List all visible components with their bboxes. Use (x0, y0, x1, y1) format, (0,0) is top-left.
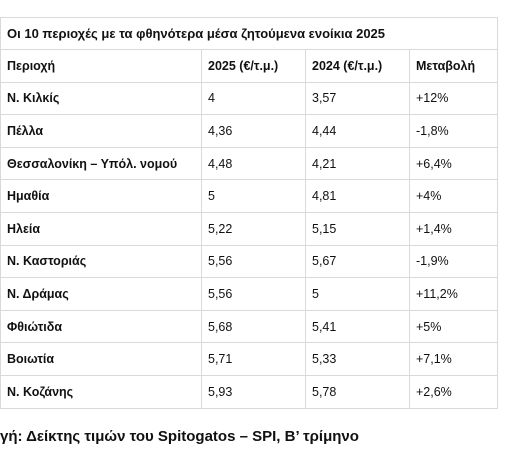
cell-region: Θεσσαλονίκη – Υπόλ. νομού (0, 146, 202, 181)
cell-change: +7,1% (408, 342, 499, 376)
header-region: Περιοχή (0, 49, 202, 83)
cell-region: Ν. Κιλκίς (0, 81, 202, 116)
cell-change: +11,2% (408, 277, 499, 311)
cell-2025: 4 (201, 81, 306, 116)
cell-2025: 5,68 (201, 309, 306, 344)
table-row: Πέλλα 4,36 4,44 -1,8% (0, 114, 499, 148)
cell-2025: 5 (201, 179, 306, 213)
cell-2024: 5,33 (305, 342, 410, 376)
cell-region: Ν. Καστοριάς (0, 244, 202, 279)
cell-2025: 5,71 (201, 342, 306, 376)
cell-change: +4% (408, 179, 499, 213)
cell-2025: 5,56 (201, 244, 306, 279)
cell-2025: 4,48 (201, 146, 306, 181)
table-row: Θεσσαλονίκη – Υπόλ. νομού 4,48 4,21 +6,4% (0, 146, 499, 181)
cell-2024: 5 (305, 277, 410, 311)
table-title-row: Οι 10 περιοχές με τα φθηνότερα μέσα ζητο… (0, 17, 499, 50)
header-change: Μεταβολή (408, 49, 499, 83)
cell-change: -1,8% (408, 114, 499, 148)
cell-region: Ν. Κοζάνης (0, 374, 202, 409)
header-2025: 2025 (€/τ.μ.) (201, 49, 306, 83)
table-row: Ν. Καστοριάς 5,56 5,67 -1,9% (0, 244, 499, 279)
cell-2024: 4,21 (305, 146, 410, 181)
cell-2024: 5,15 (305, 211, 410, 246)
cell-region: Βοιωτία (0, 342, 202, 376)
cell-change: +2,6% (408, 374, 499, 409)
cell-2024: 4,44 (305, 114, 410, 148)
cell-2025: 4,36 (201, 114, 306, 148)
header-2024: 2024 (€/τ.μ.) (305, 49, 410, 83)
cell-change: +6,4% (408, 146, 499, 181)
table-row: Ημαθία 5 4,81 +4% (0, 179, 499, 213)
cell-2024: 5,67 (305, 244, 410, 279)
cell-2025: 5,93 (201, 374, 306, 409)
table-row: Ηλεία 5,22 5,15 +1,4% (0, 211, 499, 246)
cell-change: +5% (408, 309, 499, 344)
cell-2025: 5,22 (201, 211, 306, 246)
cell-region: Ηλεία (0, 211, 202, 246)
cell-2024: 3,57 (305, 81, 410, 116)
cell-region: Φθιώτιδα (0, 309, 202, 344)
cell-2024: 4,81 (305, 179, 410, 213)
table-row: Ν. Δράμας 5,56 5 +11,2% (0, 277, 499, 311)
cell-change: +12% (408, 81, 499, 116)
rent-table: Οι 10 περιοχές με τα φθηνότερα μέσα ζητο… (0, 17, 499, 409)
source-caption: γή: Δείκτης τιμών του Spitogatos – SPI, … (0, 428, 359, 445)
cell-change: -1,9% (408, 244, 499, 279)
cell-region: Πέλλα (0, 114, 202, 148)
table-row: Ν. Κιλκίς 4 3,57 +12% (0, 81, 499, 116)
cell-region: Ημαθία (0, 179, 202, 213)
table-row: Βοιωτία 5,71 5,33 +7,1% (0, 342, 499, 376)
cell-region: Ν. Δράμας (0, 277, 202, 311)
cell-change: +1,4% (408, 211, 499, 246)
table-title: Οι 10 περιοχές με τα φθηνότερα μέσα ζητο… (0, 17, 499, 50)
cell-2025: 5,56 (201, 277, 306, 311)
table-header-row: Περιοχή 2025 (€/τ.μ.) 2024 (€/τ.μ.) Μετα… (0, 49, 499, 83)
cell-2024: 5,78 (305, 374, 410, 409)
rent-table-container: Οι 10 περιοχές με τα φθηνότερα μέσα ζητο… (0, 17, 499, 409)
cell-2024: 5,41 (305, 309, 410, 344)
table-row: Ν. Κοζάνης 5,93 5,78 +2,6% (0, 374, 499, 409)
table-row: Φθιώτιδα 5,68 5,41 +5% (0, 309, 499, 344)
